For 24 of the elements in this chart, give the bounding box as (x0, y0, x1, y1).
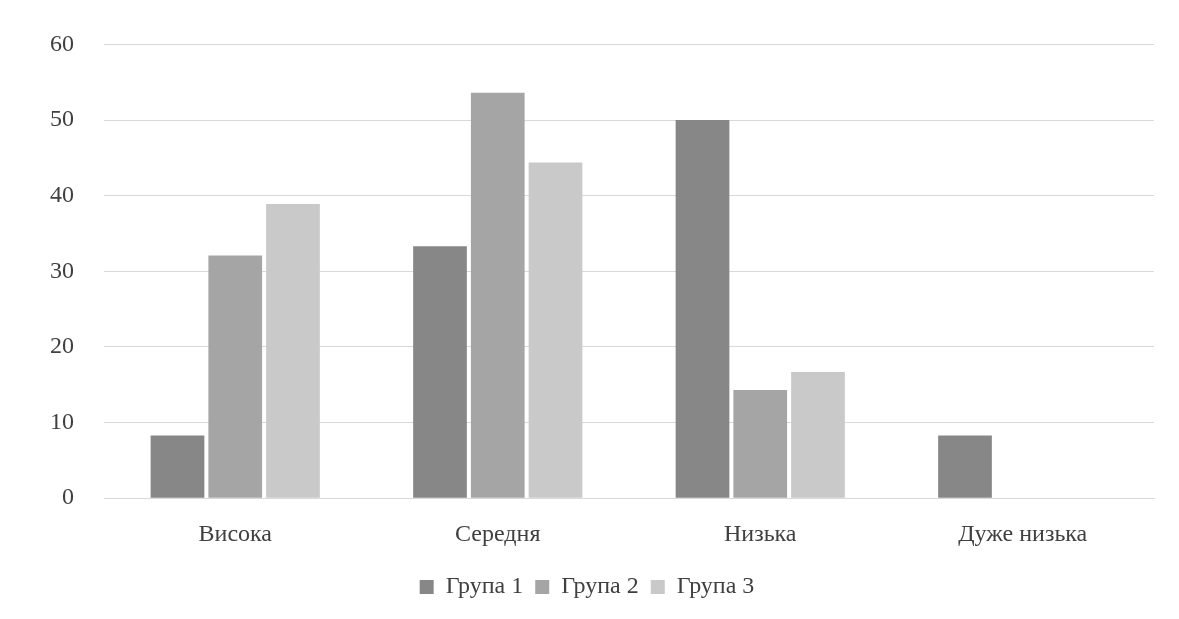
bar (266, 203, 320, 498)
bar (150, 435, 205, 498)
bar (791, 371, 845, 498)
bar (470, 92, 525, 498)
x-tick-label: Висока (198, 519, 273, 546)
legend-label: Група 3 (676, 572, 755, 599)
y-tick-label: 40 (50, 180, 74, 207)
bar (208, 255, 263, 498)
bar (528, 162, 583, 498)
x-tick-label: Низька (723, 519, 797, 546)
legend-label: Група 1 (445, 572, 524, 599)
y-tick-label: 50 (50, 105, 74, 132)
bar (938, 435, 992, 498)
bar (675, 120, 730, 498)
y-tick-label: 10 (50, 407, 74, 434)
y-tick-label: 20 (50, 332, 74, 359)
legend-label: Група 2 (561, 572, 639, 599)
y-tick-label: 0 (62, 483, 74, 510)
y-tick-label: 30 (50, 256, 74, 283)
x-tick-label: Середня (455, 519, 541, 546)
x-tick-label: Дуже низька (958, 519, 1088, 546)
bar (413, 246, 467, 498)
bar (733, 390, 788, 498)
y-tick-label: 60 (50, 29, 74, 56)
